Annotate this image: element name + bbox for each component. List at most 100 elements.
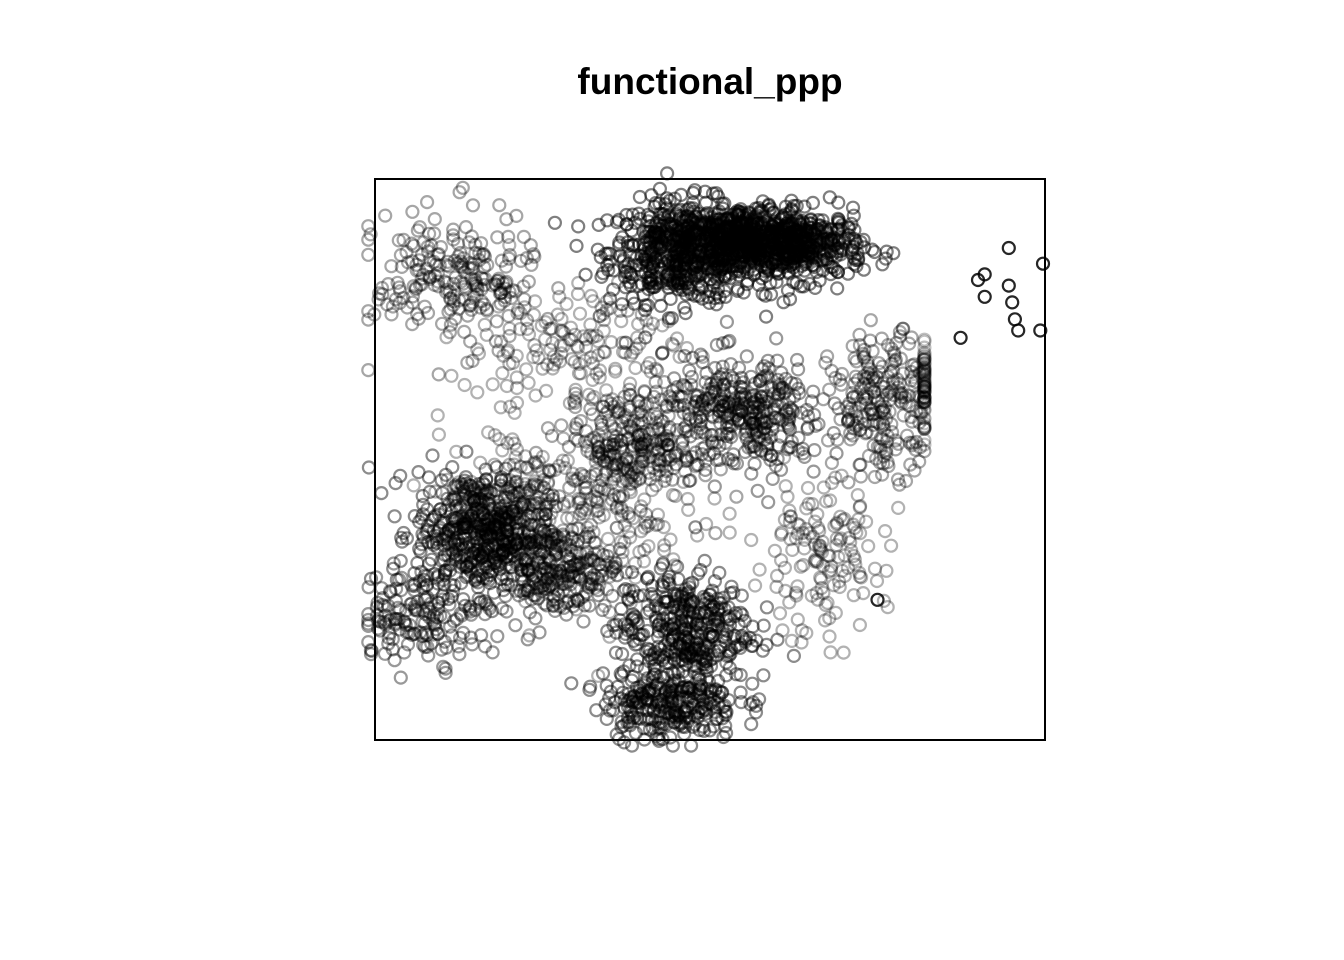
data-point (520, 583, 535, 598)
data-point (545, 492, 561, 507)
data-point (474, 492, 489, 507)
data-point (494, 507, 509, 523)
data-point (438, 529, 453, 544)
data-point (479, 526, 494, 541)
data-point (475, 476, 490, 491)
data-point (440, 491, 455, 506)
data-point (454, 536, 470, 551)
data-point (514, 563, 529, 578)
data-point (538, 513, 553, 529)
data-point (416, 507, 431, 522)
data-point (495, 543, 510, 558)
data-point (448, 513, 463, 528)
data-point (521, 508, 536, 523)
data-point (498, 461, 513, 476)
data-point (466, 505, 481, 521)
data-point (566, 568, 581, 584)
data-point (459, 559, 474, 574)
data-point (575, 589, 591, 604)
data-point (827, 262, 843, 277)
data-point (468, 486, 483, 501)
data-point (685, 641, 700, 656)
data-point (487, 519, 502, 534)
data-point (810, 221, 825, 237)
data-point (553, 569, 568, 584)
data-point (494, 472, 509, 488)
data-point (524, 517, 539, 533)
data-point (715, 196, 730, 211)
data-point (623, 278, 638, 293)
data-point (504, 540, 519, 555)
data-point (536, 523, 552, 538)
data-point (479, 472, 494, 487)
data-point (429, 532, 444, 547)
data-point (481, 514, 496, 529)
data-point (520, 632, 535, 647)
data-point (556, 560, 572, 575)
data-point (805, 195, 821, 210)
data-point (512, 484, 527, 500)
data-point (579, 554, 594, 570)
data-point (707, 291, 722, 306)
data-point (846, 208, 861, 223)
data-point (447, 522, 463, 537)
point-layer (361, 166, 1051, 753)
data-point (454, 520, 469, 536)
data-point (602, 291, 618, 306)
data-point (515, 497, 530, 512)
data-point (687, 183, 702, 198)
data-point (592, 557, 607, 572)
data-point (479, 559, 494, 575)
data-point (466, 493, 482, 508)
data-point (463, 489, 478, 504)
data-point (436, 515, 451, 530)
data-point (497, 543, 513, 558)
data-point (526, 573, 541, 589)
data-point (463, 548, 478, 563)
data-point (457, 516, 472, 532)
data-point (486, 555, 501, 571)
data-point (455, 480, 470, 495)
data-point (503, 480, 518, 495)
data-point (515, 551, 530, 566)
data-point (519, 460, 534, 475)
data-point (487, 483, 502, 498)
data-point (489, 460, 504, 475)
data-point (465, 546, 480, 561)
data-point (628, 215, 643, 230)
data-point (420, 590, 435, 605)
data-point (605, 588, 620, 604)
data-point (717, 269, 732, 284)
data-point (638, 330, 653, 345)
data-point (508, 618, 523, 633)
data-point (761, 198, 776, 213)
data-point (554, 573, 569, 589)
data-point (562, 538, 578, 553)
data-point (483, 557, 498, 572)
data-point (867, 244, 882, 260)
data-point (441, 522, 456, 537)
data-point (427, 566, 442, 582)
data-point (645, 227, 661, 242)
data-point (477, 541, 492, 556)
data-point (462, 561, 477, 577)
data-point (528, 576, 543, 591)
data-point (758, 309, 774, 324)
data-point (657, 215, 672, 230)
data-point (520, 563, 536, 579)
data-point (474, 503, 489, 518)
data-point (522, 541, 538, 556)
data-point (472, 547, 487, 562)
data-point (433, 502, 448, 517)
data-point (477, 594, 492, 609)
data-point (558, 536, 573, 551)
data-point (672, 271, 687, 286)
data-point (645, 273, 660, 288)
data-point (520, 552, 535, 567)
data-point (428, 528, 443, 543)
data-point (492, 562, 507, 577)
data-point (520, 523, 535, 538)
data-point (363, 571, 379, 586)
data-point (765, 233, 781, 248)
data-point (498, 490, 513, 505)
